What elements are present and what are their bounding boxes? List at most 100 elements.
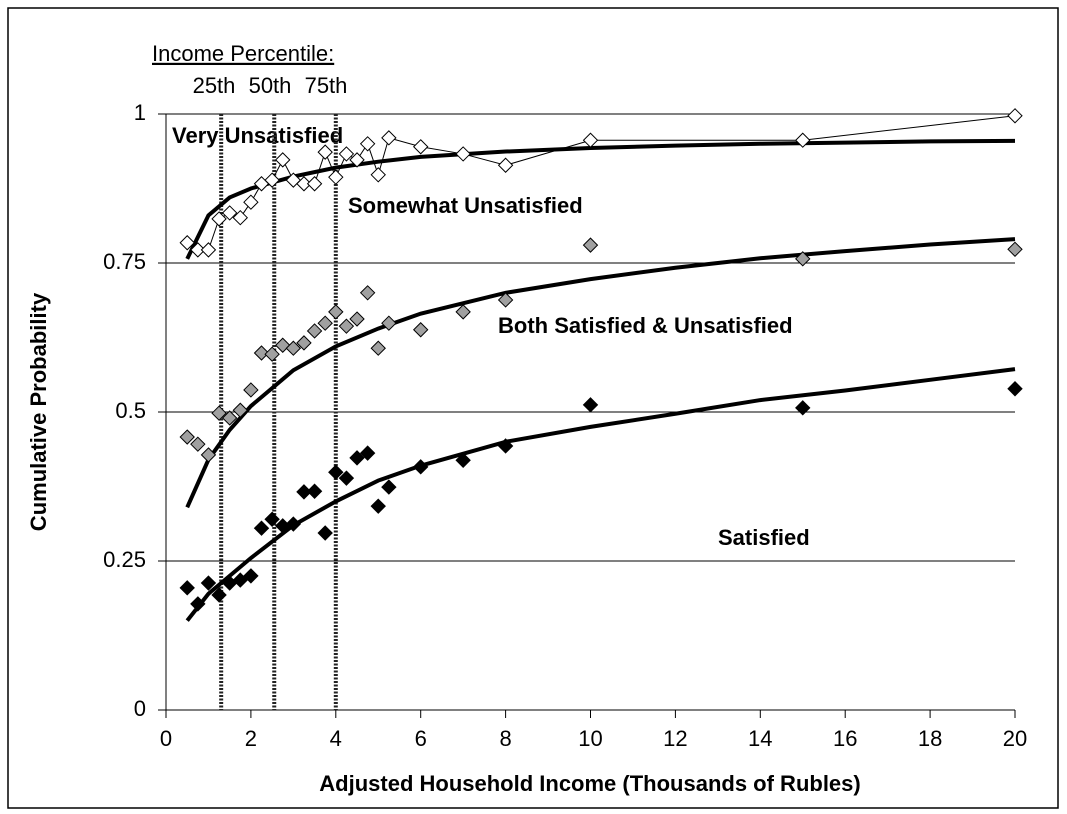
x-tick-label: 8: [499, 726, 511, 751]
data-point: [455, 452, 471, 468]
data-point: [306, 483, 323, 499]
data-point: [306, 176, 323, 192]
data-point: [497, 438, 514, 454]
data-point: [285, 340, 302, 356]
x-tick-label: 6: [415, 726, 427, 751]
data-point: [349, 450, 365, 466]
data-point: [1007, 381, 1023, 397]
data-point: [359, 136, 376, 152]
x-tick-label: 16: [833, 726, 857, 751]
data-point: [190, 596, 206, 612]
data-point: [349, 152, 365, 168]
x-tick-label: 2: [245, 726, 257, 751]
x-tick-label: 0: [160, 726, 172, 751]
percentile-label: 25th: [193, 73, 236, 98]
x-axis-title: Adjusted Household Income (Thousands of …: [319, 771, 860, 796]
data-point: [221, 410, 238, 426]
x-tick-label: 4: [330, 726, 342, 751]
fit-curve: [185, 237, 1016, 509]
data-point: [253, 520, 270, 536]
data-point: [582, 132, 599, 148]
data-point: [582, 237, 599, 253]
data-point: [211, 211, 227, 227]
data-point: [232, 402, 248, 418]
data-point: [221, 205, 238, 221]
data-point: [1007, 108, 1023, 124]
x-tick-label: 14: [748, 726, 772, 751]
data-point: [359, 285, 376, 301]
annotation: Somewhat Unsatisfied: [348, 193, 583, 218]
data-point: [381, 479, 397, 495]
data-point: [253, 345, 270, 361]
data-point: [338, 470, 355, 486]
fit-curve: [185, 138, 1016, 260]
data-point: [370, 340, 386, 356]
data-point: [455, 146, 471, 162]
data-point: [370, 498, 386, 514]
data-point: [243, 382, 259, 398]
data-point: [795, 400, 811, 416]
data-point: [190, 436, 206, 452]
data-point: [455, 304, 471, 320]
data-point: [1007, 241, 1023, 257]
x-tick-label: 18: [918, 726, 942, 751]
data-point: [582, 397, 599, 413]
data-point: [200, 242, 217, 258]
y-tick-label: 0.25: [103, 547, 146, 572]
percentile-title: Income Percentile:: [152, 41, 334, 66]
data-point: [306, 323, 323, 339]
data-point: [200, 447, 217, 463]
data-point: [243, 568, 259, 584]
data-point: [338, 146, 355, 162]
data-point: [381, 315, 397, 331]
data-point: [317, 315, 333, 331]
data-point: [211, 405, 227, 421]
data-point: [296, 176, 312, 192]
y-tick-label: 1: [134, 100, 146, 125]
data-point: [317, 525, 333, 541]
y-tick-label: 0: [134, 696, 146, 721]
annotation: Both Satisfied & Unsatisfied: [498, 313, 793, 338]
data-point: [285, 516, 302, 532]
annotation: Very Unsatisfied: [172, 123, 343, 148]
data-point: [795, 132, 811, 148]
data-point: [179, 235, 195, 251]
data-point: [497, 157, 514, 173]
data-point: [264, 172, 280, 188]
percentile-label: 75th: [305, 73, 348, 98]
data-point: [328, 464, 344, 480]
data-point: [232, 572, 248, 588]
percentile-label: 50th: [249, 73, 292, 98]
data-point: [264, 511, 280, 527]
data-point: [412, 322, 429, 338]
data-point: [264, 346, 280, 362]
data-point: [370, 167, 386, 183]
data-point: [200, 575, 217, 591]
x-tick-label: 10: [578, 726, 602, 751]
data-point: [296, 335, 312, 351]
data-point: [179, 580, 195, 596]
data-point: [328, 169, 344, 185]
y-tick-label: 0.75: [103, 249, 146, 274]
data-point: [497, 292, 514, 308]
data-point: [317, 144, 333, 160]
x-tick-label: 20: [1003, 726, 1027, 751]
data-point: [232, 209, 248, 226]
data-point: [412, 459, 429, 475]
data-point: [795, 251, 811, 267]
data-point: [359, 445, 376, 461]
y-axis-title: Cumulative Probability: [26, 292, 51, 531]
y-tick-label: 0.5: [115, 398, 146, 423]
data-point: [179, 429, 195, 445]
data-point: [275, 152, 291, 168]
data-point: [349, 311, 365, 327]
data-point: [190, 242, 206, 258]
data-point: [338, 318, 355, 334]
annotation: Satisfied: [718, 525, 810, 550]
data-point: [381, 130, 397, 146]
data-point: [211, 587, 227, 603]
data-point: [328, 304, 344, 320]
x-tick-label: 12: [663, 726, 687, 751]
data-point: [412, 139, 429, 155]
